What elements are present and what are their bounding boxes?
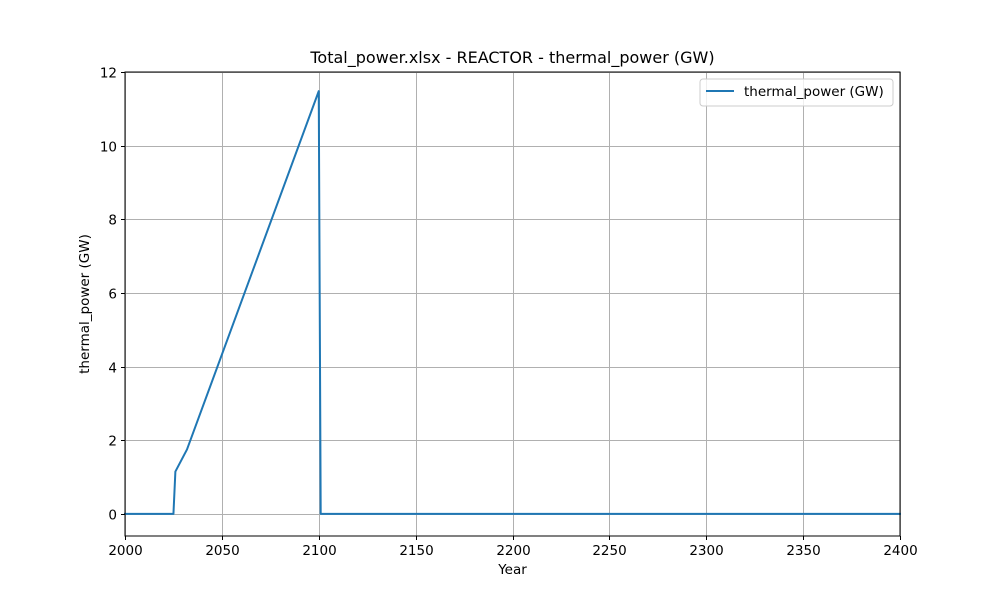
- legend-box: [699, 78, 894, 107]
- axes-frame: [124, 71, 901, 537]
- y-tick-label: 10: [100, 140, 117, 156]
- x-tick-label: 2150: [399, 543, 433, 559]
- x-tick-label: 2000: [108, 543, 142, 559]
- legend: thermal_power (GW): [699, 78, 894, 107]
- y-axis-label: thermal_power (GW): [77, 234, 93, 374]
- y-axis-ticks: 0 2 4 6 8 10 12: [100, 66, 125, 524]
- y-tick-label: 6: [108, 287, 117, 303]
- x-tick-label: 2200: [496, 543, 530, 559]
- x-tick-label: 2350: [786, 543, 820, 559]
- x-tick-label: 2100: [302, 543, 336, 559]
- y-tick-label: 12: [100, 66, 117, 82]
- legend-entry-label: thermal_power (GW): [744, 84, 884, 100]
- x-axis-ticks: 2000 2050 2100 2150 2200 2250 2300 2350 2400: [108, 536, 918, 559]
- y-tick-label: 2: [108, 434, 117, 450]
- y-tick-label: 0: [108, 508, 117, 524]
- y-tick-label: 8: [108, 213, 117, 229]
- x-axis-label: Year: [497, 562, 527, 578]
- x-tick-label: 2050: [205, 543, 239, 559]
- x-tick-label: 2250: [592, 543, 626, 559]
- x-tick-label: 2300: [689, 543, 723, 559]
- series-line-thermal-power: [124, 90, 901, 515]
- series-lines: [124, 90, 901, 515]
- x-tick-label: 2400: [883, 543, 917, 559]
- chart-title: Total_power.xlsx - REACTOR - thermal_pow…: [309, 48, 714, 68]
- y-tick-label: 4: [108, 361, 117, 377]
- plot-background: [125, 72, 900, 536]
